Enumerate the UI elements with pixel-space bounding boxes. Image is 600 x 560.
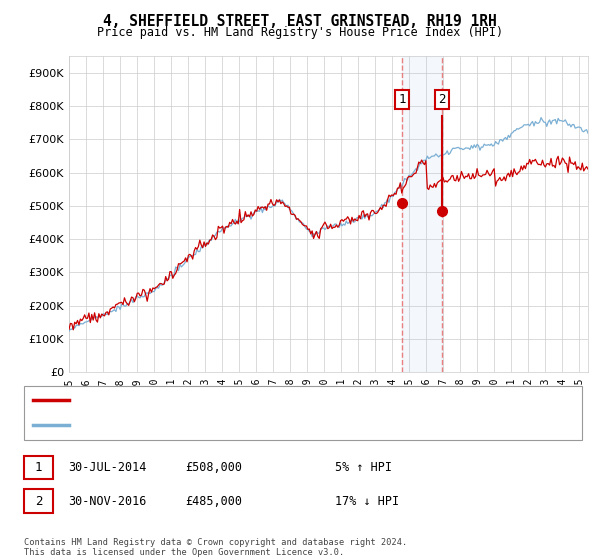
Text: HPI: Average price, detached house, Mid Sussex: HPI: Average price, detached house, Mid … (75, 419, 362, 430)
Text: 4, SHEFFIELD STREET, EAST GRINSTEAD, RH19 1RH: 4, SHEFFIELD STREET, EAST GRINSTEAD, RH1… (103, 14, 497, 29)
Text: 30-NOV-2016: 30-NOV-2016 (68, 494, 146, 508)
Text: £485,000: £485,000 (185, 494, 242, 508)
Text: Price paid vs. HM Land Registry's House Price Index (HPI): Price paid vs. HM Land Registry's House … (97, 26, 503, 39)
Text: £508,000: £508,000 (185, 461, 242, 474)
Text: 1: 1 (35, 461, 42, 474)
Bar (402, 56, 442, 372)
Text: 2: 2 (438, 93, 446, 106)
Text: 4, SHEFFIELD STREET, EAST GRINSTEAD, RH19 1RH (detached house): 4, SHEFFIELD STREET, EAST GRINSTEAD, RH1… (75, 395, 463, 405)
Text: 5% ↑ HPI: 5% ↑ HPI (335, 461, 392, 474)
Text: 2: 2 (35, 494, 42, 508)
Text: 1: 1 (398, 93, 406, 106)
Text: 30-JUL-2014: 30-JUL-2014 (68, 461, 146, 474)
Text: Contains HM Land Registry data © Crown copyright and database right 2024.
This d: Contains HM Land Registry data © Crown c… (24, 538, 407, 557)
Text: 17% ↓ HPI: 17% ↓ HPI (335, 494, 399, 508)
